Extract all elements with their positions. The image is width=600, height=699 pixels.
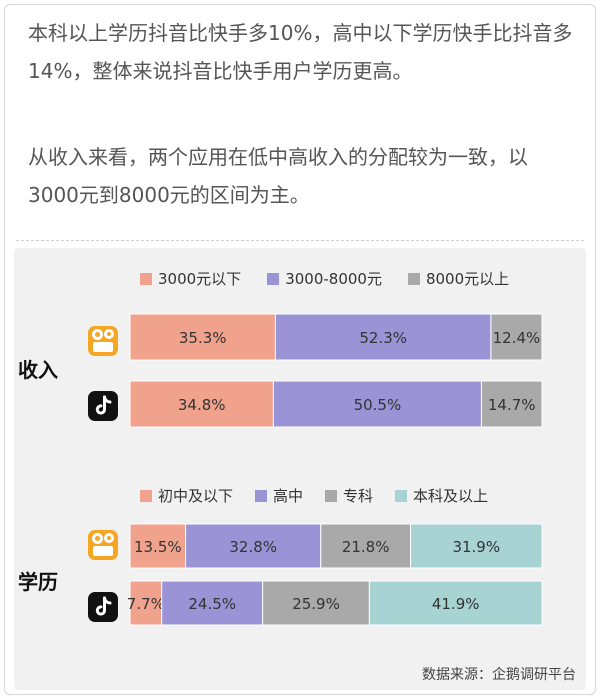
kuaishou-icon	[88, 530, 118, 560]
bar-value-label-education-1-0: 7.7%	[127, 595, 165, 613]
legend-income: 3000元以下 3000-8000元 8000元以上	[140, 268, 509, 289]
bar-segment-education-1-1	[161, 580, 264, 626]
bar-segment-education-1-2	[262, 580, 370, 626]
bar-value-label-education-0-0: 13.5%	[134, 538, 182, 556]
bar-value-label-income-1-1: 50.5%	[354, 396, 402, 414]
legend-label: 3000元以下	[158, 270, 242, 288]
section-label-income: 收入	[18, 358, 58, 382]
legend-swatch	[255, 489, 268, 502]
bar-segment-income-0-1	[274, 313, 492, 361]
legend-item-income-high: 8000元以上	[407, 268, 510, 289]
bar-value-label-education-1-3: 41.9%	[432, 595, 480, 613]
bar-segment-education-0-1	[185, 523, 322, 569]
bar-value-label-education-0-2: 21.8%	[342, 538, 390, 556]
legend-swatch	[395, 489, 408, 502]
kuaishou-icon	[88, 326, 118, 356]
bar-segment-education-1-0	[129, 580, 163, 626]
legend-label: 初中及以下	[158, 487, 234, 505]
legend-swatch	[267, 272, 280, 285]
legend-item-edu-middle: 初中及以下	[140, 485, 233, 506]
legend-label: 8000元以上	[425, 270, 510, 288]
douyin-icon	[88, 592, 118, 622]
bar-value-label-income-0-2: 12.4%	[493, 329, 541, 347]
legend-swatch	[140, 272, 152, 285]
bar-segment-income-0-2	[490, 313, 543, 361]
bar-value-label-education-1-2: 25.9%	[292, 595, 340, 613]
douyin-icon	[88, 391, 118, 421]
bar-segment-education-1-3	[368, 580, 543, 626]
legend-item-edu-bachelor: 本科及以上	[395, 485, 488, 506]
bar-value-label-education-0-3: 31.9%	[452, 538, 500, 556]
legend-education: 初中及以下 高中 专科 本科及以上	[140, 485, 488, 506]
legend-label: 高中	[273, 487, 304, 505]
data-source-note: 数据来源：企鹅调研平台	[422, 667, 576, 683]
section-label-education: 学历	[18, 570, 58, 594]
section-divider	[16, 240, 584, 241]
legend-swatch	[325, 489, 338, 502]
legend-swatch	[140, 489, 152, 502]
legend-label: 专科	[343, 487, 374, 505]
bar-value-label-income-0-0: 35.3%	[179, 329, 227, 347]
legend-swatch	[407, 272, 420, 285]
legend-item-edu-college: 专科	[325, 485, 373, 506]
summary-paragraph-income: 从收入来看，两个应用在低中高收入的分配较为一致，以3000元到8000元的区间为…	[28, 145, 528, 207]
summary-paragraph-education: 本科以上学历抖音比快手多10%，高中以下学历快手比抖音多14%，整体来说抖音比快…	[28, 21, 573, 83]
bar-value-label-income-1-2: 14.7%	[488, 396, 536, 414]
bar-value-label-education-1-1: 24.5%	[188, 595, 236, 613]
bar-segment-education-0-2	[320, 523, 412, 569]
legend-item-income-mid: 3000-8000元	[267, 268, 382, 289]
bar-segment-education-0-3	[410, 523, 543, 569]
legend-label: 本科及以上	[413, 487, 489, 505]
legend-item-income-low: 3000元以下	[140, 268, 241, 289]
legend-label: 3000-8000元	[285, 270, 382, 288]
bar-segment-income-1-2	[480, 380, 543, 428]
legend-item-edu-high: 高中	[255, 485, 303, 506]
bar-value-label-income-0-1: 52.3%	[359, 329, 407, 347]
bar-value-label-income-1-0: 34.8%	[178, 396, 226, 414]
bar-value-label-education-0-1: 32.8%	[229, 538, 277, 556]
